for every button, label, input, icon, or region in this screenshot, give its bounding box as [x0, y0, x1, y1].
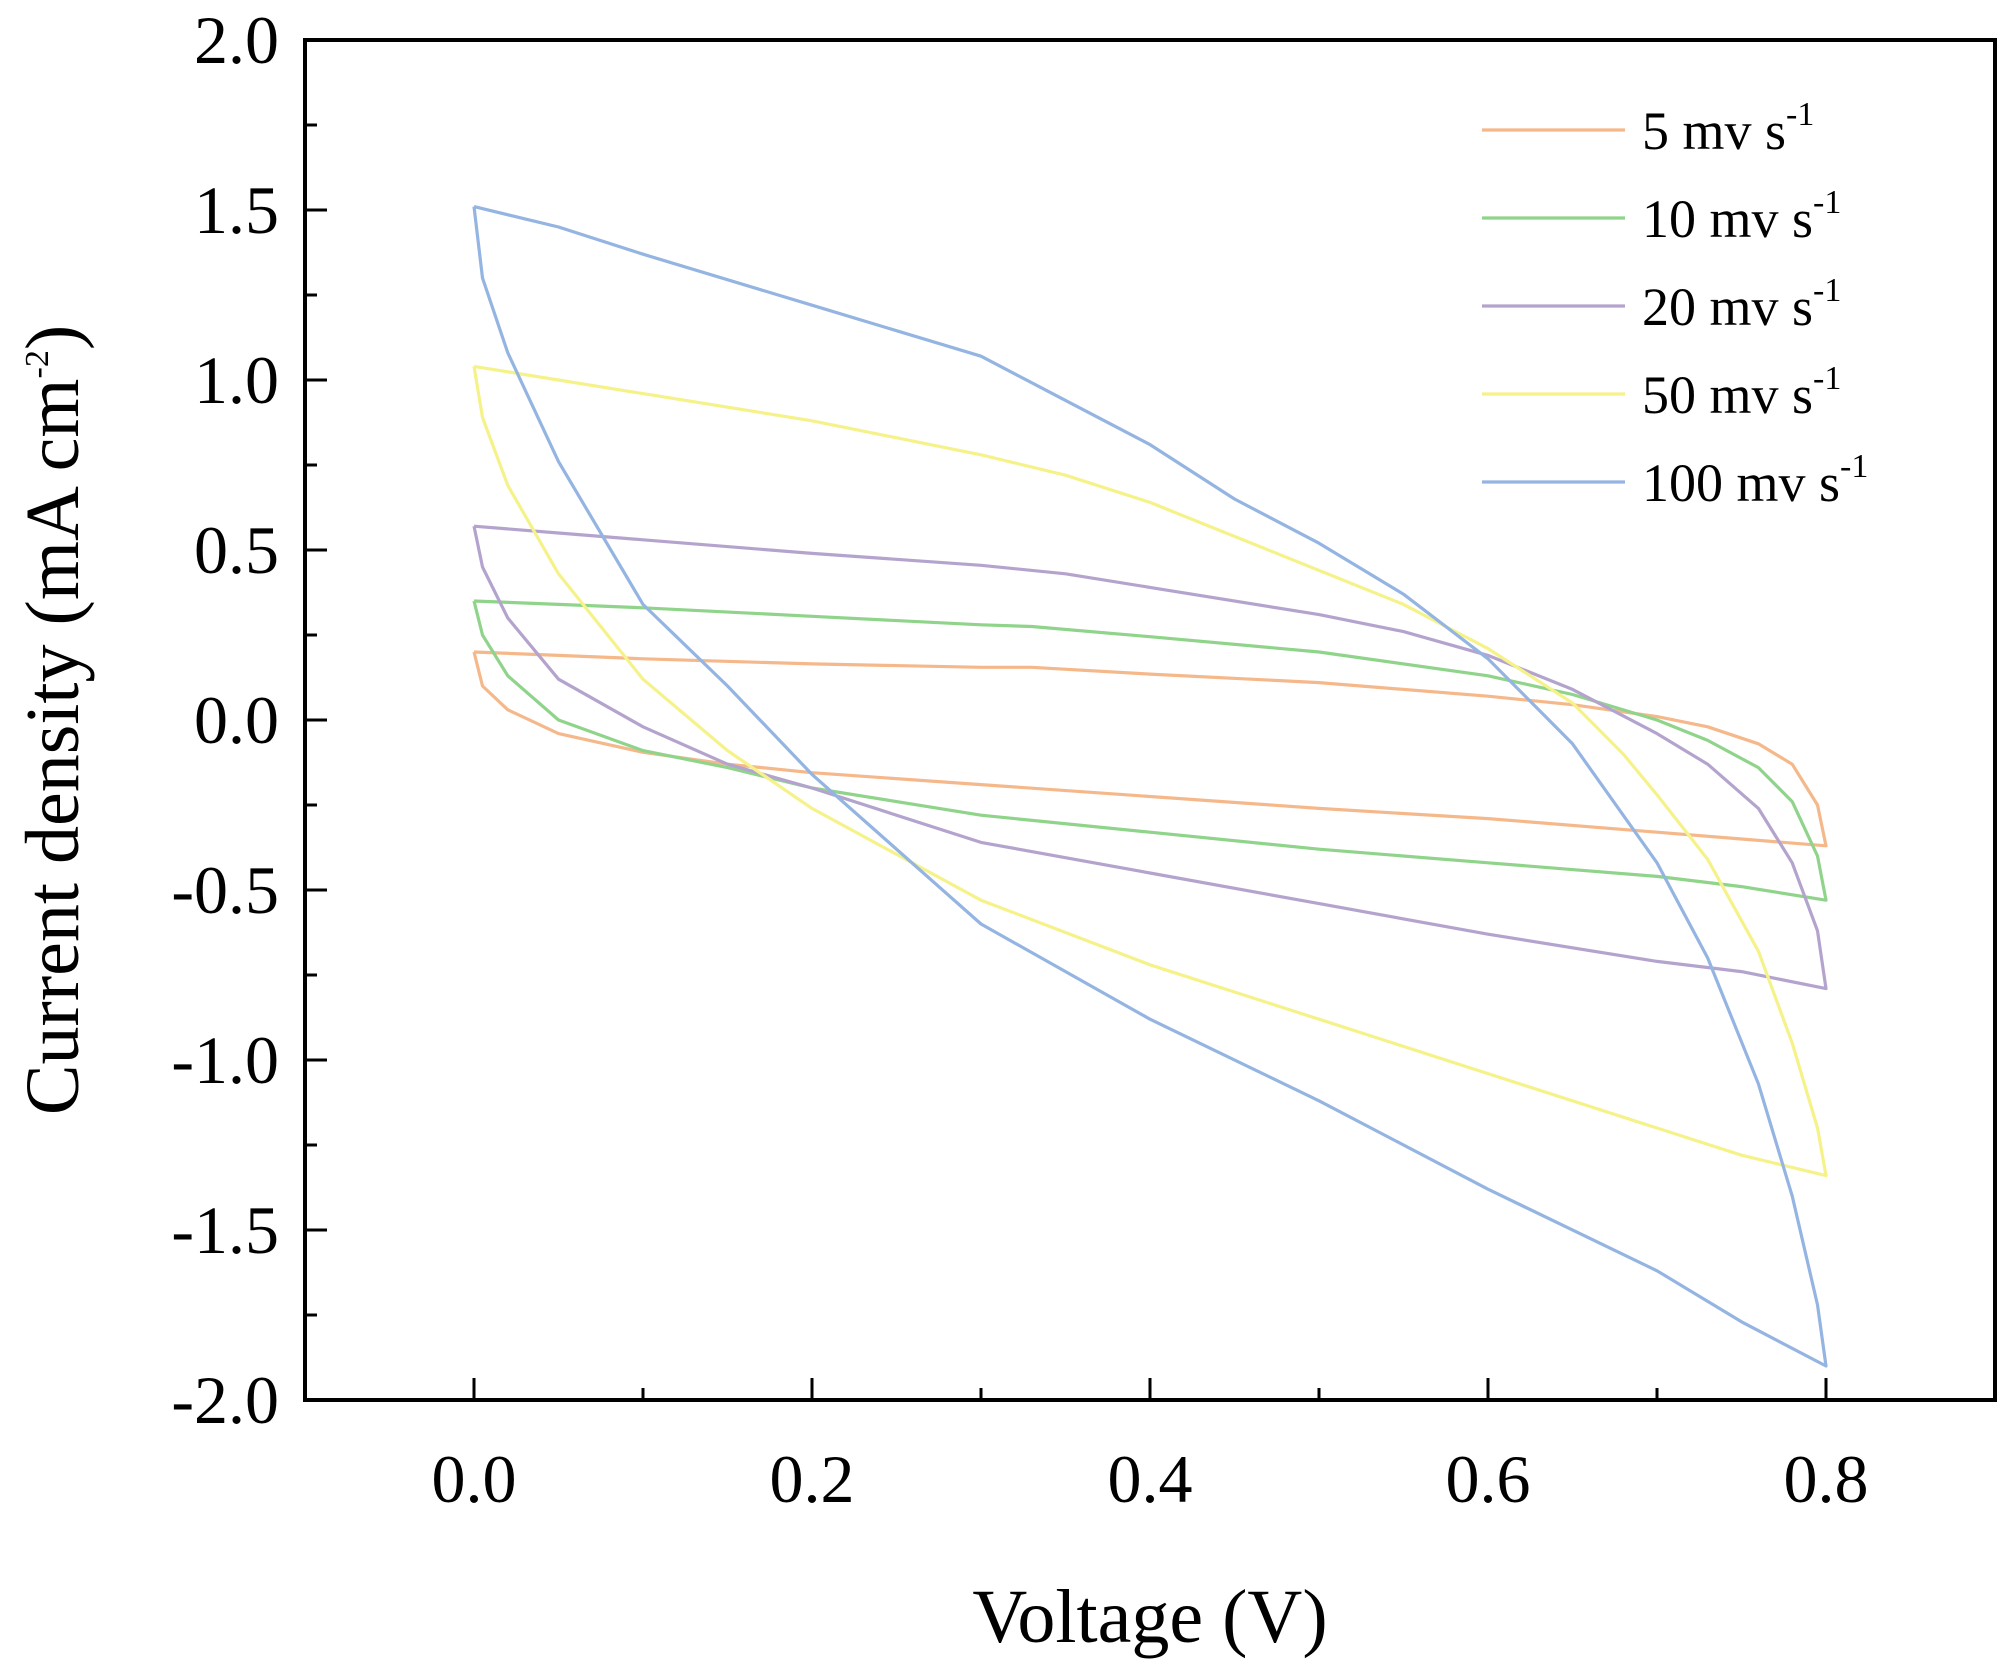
x-tick-label: 0.6 — [1446, 1441, 1531, 1517]
y-tick-label: -1.0 — [171, 1022, 279, 1098]
legend-label-sup: -1 — [1840, 448, 1868, 485]
y-tick-label: -2.0 — [171, 1362, 279, 1438]
y-tick-label: -1.5 — [171, 1192, 279, 1268]
y-tick-label: 1.0 — [194, 342, 279, 418]
legend-label-text: 50 mv s — [1642, 365, 1813, 425]
series-line-3 — [472, 364, 1828, 1178]
y-axis-title-sup: -2 — [19, 350, 56, 378]
y-tick-label: 0.0 — [194, 682, 279, 758]
series-line-1 — [472, 599, 1828, 902]
legend-label-sup: -1 — [1813, 272, 1841, 309]
legend-label-text: 5 mv s — [1642, 101, 1786, 161]
series-layer — [472, 205, 1828, 1368]
series-line-0 — [472, 650, 1828, 848]
legend-label-sup: -1 — [1786, 96, 1814, 133]
legend-label: 100 mv s-1 — [1642, 448, 1868, 513]
legend-label-text: 100 mv s — [1642, 453, 1840, 513]
x-tick-label: 0.4 — [1108, 1441, 1193, 1517]
legend-label-text: 20 mv s — [1642, 277, 1813, 337]
legend-label: 20 mv s-1 — [1642, 272, 1841, 337]
series-line-2 — [472, 524, 1828, 991]
legend-label: 50 mv s-1 — [1642, 360, 1841, 425]
legend-label: 10 mv s-1 — [1642, 184, 1841, 249]
x-tick-label: 0.0 — [432, 1441, 517, 1517]
y-tick-label: 2.0 — [194, 2, 279, 78]
y-tick-label: 0.5 — [194, 512, 279, 588]
legend-label: 5 mv s-1 — [1642, 96, 1814, 161]
x-tick-label: 0.8 — [1784, 1441, 1869, 1517]
y-axis-title: Current density (mA cm-2) — [11, 325, 95, 1115]
legend-label-sup: -1 — [1813, 184, 1841, 221]
x-tick-label: 0.2 — [770, 1441, 855, 1517]
legend-label-text: 10 mv s — [1642, 189, 1813, 249]
y-tick-label: -0.5 — [171, 852, 279, 928]
y-axis-title-main: Current density (mA cm — [11, 378, 95, 1115]
y-axis-title-end: ) — [11, 325, 95, 350]
y-tick-label: 1.5 — [194, 172, 279, 248]
legend-label-sup: -1 — [1813, 360, 1841, 397]
series-line-4 — [472, 205, 1828, 1368]
ticks-layer: 0.0 0.2 0.4 0.6 0.8 -2.0 -1.5 -1.0 -0.5 0.0 0.5 1.0… — [171, 2, 1997, 1517]
x-axis-title: Voltage (V) — [972, 1575, 1327, 1659]
